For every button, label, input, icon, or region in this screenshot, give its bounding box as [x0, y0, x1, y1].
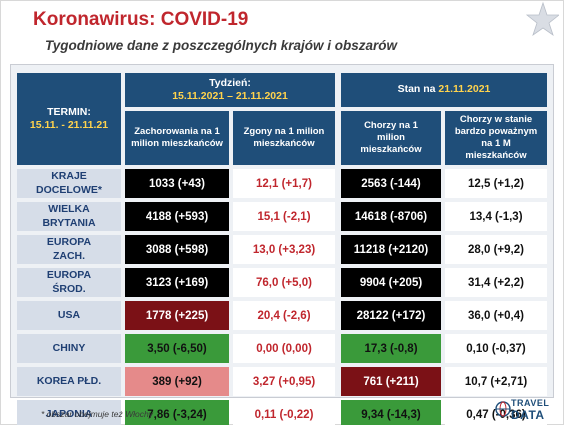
globe-icon	[495, 401, 511, 417]
sick-cell: 2563 (-144)	[341, 169, 441, 198]
sick-cell: 761 (+211)	[341, 367, 441, 396]
week-header: Tydzień: 15.11.2021 – 21.11.2021	[125, 73, 335, 107]
termin-header: TERMIN: 15.11. - 21.11.21	[17, 73, 121, 165]
serious-cell: 13,4 (-1,3)	[445, 202, 547, 231]
serious-cell: 0,10 (-0,37)	[445, 334, 547, 363]
termin-label: TERMIN:	[47, 105, 91, 118]
page-subtitle: Tygodniowe dane z poszczególnych krajów …	[45, 38, 398, 53]
cases-cell: 3088 (+598)	[125, 235, 229, 264]
serious-cell: 28,0 (+9,2)	[445, 235, 547, 264]
deaths-cell: 13,0 (+3,23)	[233, 235, 335, 264]
logo-line1: TRAVEL	[511, 398, 550, 408]
travel-data-logo: TRAVEL DATA	[495, 398, 557, 424]
serious-cell: 36,0 (+0,4)	[445, 301, 547, 330]
stan-date: 21.11.2021	[438, 83, 491, 96]
row-label: KOREA PŁD.	[17, 367, 121, 396]
row-label: EUROPA ŚROD.	[17, 268, 121, 297]
cases-cell: 4188 (+593)	[125, 202, 229, 231]
row-label: CHINY	[17, 334, 121, 363]
sick-cell: 9904 (+205)	[341, 268, 441, 297]
footnote: * obszar obejmuje też Włochy	[41, 409, 153, 419]
deaths-cell: 0,00 (0,00)	[233, 334, 335, 363]
data-table-panel: TERMIN: 15.11. - 21.11.21 Tydzień: 15.11…	[10, 64, 554, 425]
serious-cell: 10,7 (+2,71)	[445, 367, 547, 396]
cases-cell: 3123 (+169)	[125, 268, 229, 297]
stan-header: Stan na 21.11.2021	[341, 73, 547, 107]
deaths-cell: 20,4 (-2,6)	[233, 301, 335, 330]
row-label: KRAJE DOCELOWE*	[17, 169, 121, 198]
deaths-cell: 15,1 (-2,1)	[233, 202, 335, 231]
cases-cell: 1778 (+225)	[125, 301, 229, 330]
stan-label: Stan na	[397, 83, 439, 96]
cases-cell: 389 (+92)	[125, 367, 229, 396]
termin-range: 15.11. - 21.11.21	[29, 119, 109, 131]
col-header-serious: Chorzy w stanie bardzo poważnym na 1 M m…	[445, 111, 547, 165]
serious-cell: 0,47 (-0,36)	[445, 400, 547, 425]
deaths-cell: 12,1 (+1,7)	[233, 169, 335, 198]
row-label: EUROPA ZACH.	[17, 235, 121, 264]
deaths-cell: 3,27 (+0,95)	[233, 367, 335, 396]
serious-cell: 31,4 (+2,2)	[445, 268, 547, 297]
deaths-cell: 0,11 (-0,22)	[233, 400, 335, 425]
row-label: JAPONIA	[17, 400, 121, 425]
sick-cell: 28122 (+172)	[341, 301, 441, 330]
col-header-cases: Zachorowania na 1 milion mieszkańców	[125, 111, 229, 165]
page-title: Koronawirus: COVID-19	[33, 9, 249, 30]
logo-line2: DATA	[511, 408, 545, 422]
sick-cell: 9,34 (-14,3)	[341, 400, 441, 425]
cases-cell: 1033 (+43)	[125, 169, 229, 198]
week-range: 15.11.2021 – 21.11.2021	[172, 90, 288, 102]
sick-cell: 11218 (+2120)	[341, 235, 441, 264]
row-label: USA	[17, 301, 121, 330]
sick-cell: 14618 (-8706)	[341, 202, 441, 231]
cases-cell: 3,50 (-6,50)	[125, 334, 229, 363]
cases-cell: 7,86 (-3,24)	[125, 400, 229, 425]
row-label: WIELKA BRYTANIA	[17, 202, 121, 231]
star-icon	[525, 1, 559, 37]
week-label: Tydzień:	[209, 76, 251, 89]
serious-cell: 12,5 (+1,2)	[445, 169, 547, 198]
col-header-deaths: Zgony na 1 milion mieszkańców	[233, 111, 335, 165]
sick-cell: 17,3 (-0,8)	[341, 334, 441, 363]
deaths-cell: 76,0 (+5,0)	[233, 268, 335, 297]
col-header-sick: Chorzy na 1 milion mieszkańców	[341, 111, 441, 165]
